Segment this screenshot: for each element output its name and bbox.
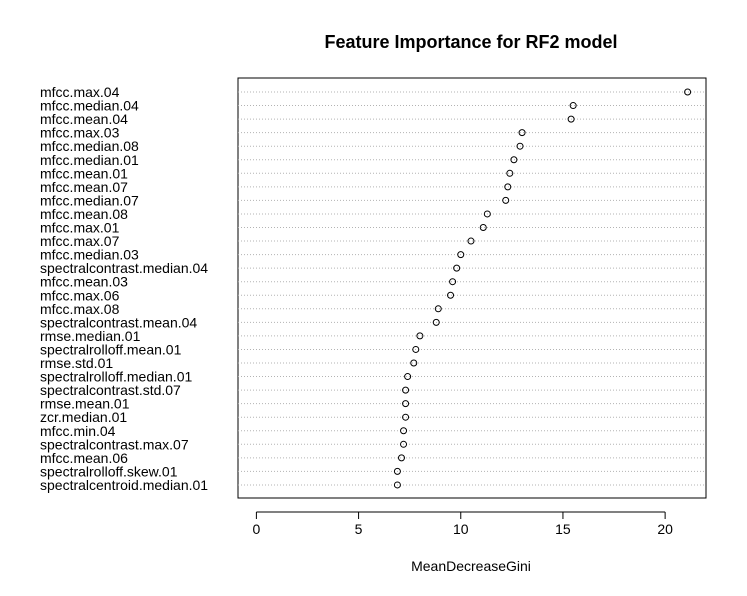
- x-tick-label: 20: [657, 521, 673, 537]
- feature-label: mfcc.median.01: [40, 152, 139, 168]
- data-point: [404, 373, 412, 381]
- x-axis: 0 5 10 15 20: [252, 511, 673, 537]
- feature-label: spectralcontrast.std.07: [40, 382, 181, 398]
- data-point: [412, 345, 420, 353]
- feature-label: mfcc.mean.06: [40, 450, 128, 466]
- x-tick-label: 15: [555, 521, 571, 537]
- data-point: [416, 332, 424, 340]
- data-point: [504, 183, 512, 191]
- data-point: [567, 115, 575, 123]
- data-point: [402, 400, 410, 408]
- chart-title: Feature Importance for RF2 model: [324, 32, 617, 52]
- data-point: [483, 210, 491, 218]
- data-point: [393, 467, 401, 475]
- feature-label: mfcc.mean.08: [40, 206, 128, 222]
- feature-label: zcr.median.01: [40, 409, 127, 425]
- data-point: [569, 102, 577, 110]
- data-point: [457, 251, 465, 259]
- feature-label: mfcc.max.04: [40, 84, 120, 100]
- feature-label: mfcc.min.04: [40, 423, 116, 439]
- data-point: [393, 481, 401, 489]
- x-axis-title: MeanDecreaseGini: [411, 558, 531, 574]
- feature-label: mfcc.max.08: [40, 301, 120, 317]
- data-point: [434, 305, 442, 313]
- data-point: [506, 169, 514, 177]
- feature-label: spectralrolloff.mean.01: [40, 341, 182, 357]
- feature-label: mfcc.mean.04: [40, 111, 128, 127]
- data-point: [518, 129, 526, 137]
- feature-label: rmse.median.01: [40, 328, 141, 344]
- data-point: [453, 264, 461, 272]
- grid-lines: [238, 91, 706, 486]
- data-point: [449, 278, 457, 286]
- feature-label: spectralrolloff.skew.01: [40, 463, 178, 479]
- feature-label: mfcc.median.03: [40, 247, 139, 263]
- feature-label: spectralcontrast.max.07: [40, 436, 189, 452]
- data-points: [393, 88, 692, 489]
- x-tick-label: 10: [453, 521, 469, 537]
- feature-label: mfcc.mean.01: [40, 165, 128, 181]
- data-point: [432, 318, 440, 326]
- data-point: [402, 413, 410, 421]
- data-point: [467, 237, 475, 245]
- data-point: [402, 386, 410, 394]
- feature-label: mfcc.max.01: [40, 220, 120, 236]
- data-point: [410, 359, 418, 367]
- feature-label: mfcc.max.03: [40, 125, 120, 141]
- data-point: [479, 224, 487, 231]
- data-point: [684, 88, 692, 96]
- data-point: [516, 142, 524, 150]
- feature-label: mfcc.mean.03: [40, 274, 128, 290]
- feature-label: mfcc.median.04: [40, 98, 139, 114]
- x-tick-label: 5: [355, 521, 363, 537]
- data-point: [400, 427, 408, 435]
- feature-label: mfcc.median.07: [40, 192, 139, 208]
- data-point: [400, 440, 408, 448]
- feature-labels: mfcc.max.04mfcc.median.04mfcc.mean.04mfc…: [40, 84, 208, 493]
- feature-label: rmse.mean.01: [40, 396, 130, 412]
- feature-label: spectralcontrast.mean.04: [40, 314, 197, 330]
- data-point: [502, 196, 510, 204]
- feature-label: mfcc.max.06: [40, 287, 120, 303]
- feature-label: spectralcentroid.median.01: [40, 477, 208, 493]
- feature-label: mfcc.median.08: [40, 138, 139, 154]
- x-tick-label: 0: [252, 521, 260, 537]
- feature-label: mfcc.mean.07: [40, 179, 128, 195]
- feature-label: spectralrolloff.median.01: [40, 369, 192, 385]
- data-point: [510, 156, 518, 164]
- data-point: [397, 454, 405, 462]
- feature-label: spectralcontrast.median.04: [40, 260, 208, 276]
- data-point: [447, 291, 455, 299]
- feature-label: mfcc.max.07: [40, 233, 120, 249]
- feature-label: rmse.std.01: [40, 355, 113, 371]
- plot-box: [237, 77, 707, 499]
